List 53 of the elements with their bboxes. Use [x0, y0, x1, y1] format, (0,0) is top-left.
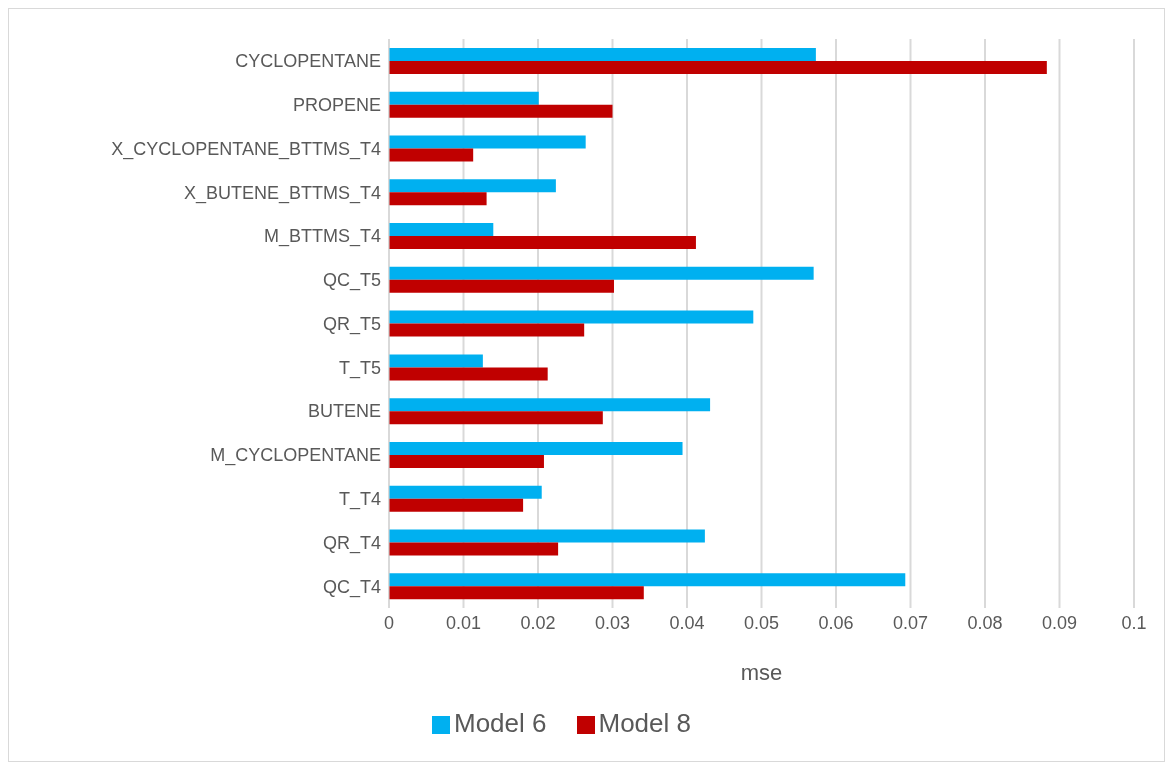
y-tick-label: M_BTTMS_T4: [263, 226, 381, 248]
bar: [389, 586, 644, 600]
y-tick-label: T_T4: [338, 488, 381, 510]
bar: [389, 573, 906, 587]
bar: [389, 441, 683, 455]
x-tick-label: 0.1: [1121, 612, 1147, 633]
x-tick-label: 0.06: [818, 612, 854, 633]
bar: [389, 91, 539, 105]
y-tick-label: BUTENE: [307, 401, 381, 422]
bar: [389, 485, 542, 499]
bar: [389, 367, 548, 381]
bar: [389, 323, 585, 337]
x-tick-label: 0.09: [1041, 612, 1078, 633]
x-tick-label: 0.03: [594, 612, 631, 633]
x-tick-label: 0.08: [967, 612, 1003, 633]
x-tick-label: 0.01: [445, 612, 482, 633]
bar: [389, 529, 705, 543]
y-tick-label: X_CYCLOPENTANE_BTTMS_T4: [111, 138, 381, 160]
bar: [389, 310, 754, 324]
bar: [389, 266, 814, 280]
bar: [389, 223, 494, 237]
x-tick-label: 0.02: [520, 612, 556, 633]
bar: [389, 354, 483, 368]
bar: [389, 279, 614, 293]
legend-label: Model 6: [454, 708, 547, 738]
x-tick-label: 0.04: [669, 612, 705, 633]
y-tick-label: QC_T4: [322, 576, 381, 598]
y-tick-label: CYCLOPENTANE: [235, 51, 381, 72]
y-tick-label: X_BUTENE_BTTMS_T4: [183, 182, 381, 204]
y-tick-label: M_CYCLOPENTANE: [210, 445, 381, 467]
bar: [389, 104, 613, 118]
y-tick-label: PROPENE: [292, 95, 381, 116]
y-tick-label: QR_T4: [322, 532, 381, 554]
x-tick-label: 0.07: [892, 612, 929, 633]
legend-label: Model 8: [598, 708, 691, 738]
bar: [389, 48, 816, 61]
bar: [389, 135, 586, 149]
x-tick-label: 0: [383, 612, 395, 633]
bar: [389, 498, 524, 512]
x-axis-title: mse: [740, 660, 783, 685]
y-tick-label: QR_T5: [322, 313, 381, 335]
y-tick-label: QC_T5: [322, 270, 381, 292]
bar: [389, 236, 696, 250]
x-tick-label: 0.05: [743, 612, 780, 633]
bar: [389, 454, 544, 468]
bar: [389, 192, 487, 206]
bar: [389, 411, 603, 425]
bar: [389, 398, 711, 412]
bar: [389, 61, 1047, 74]
y-tick-label: T_T5: [338, 357, 381, 379]
bar: [389, 148, 474, 162]
bar: [389, 179, 556, 193]
bar: [389, 542, 559, 556]
